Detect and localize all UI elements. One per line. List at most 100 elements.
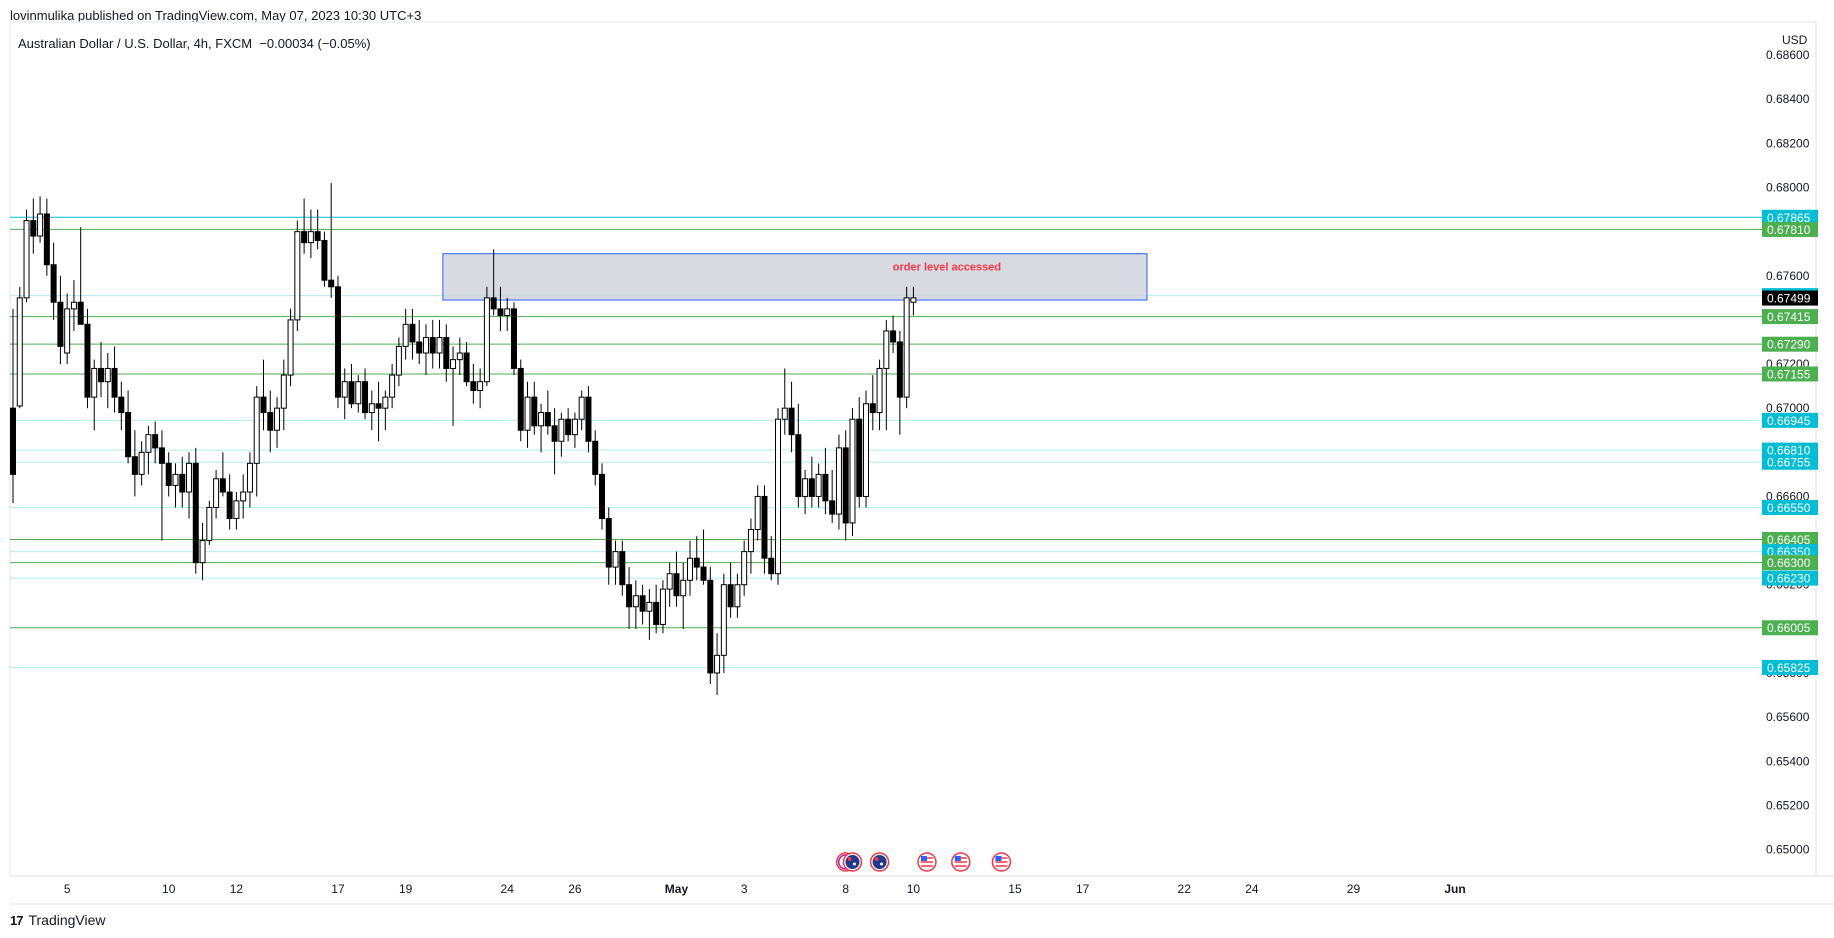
candle-body: [808, 478, 815, 497]
price-tag-text: 0.66230: [1767, 572, 1811, 586]
price-tag-text: 0.66005: [1767, 621, 1811, 635]
candle-body: [186, 462, 193, 493]
price-tag-bg: [1762, 336, 1818, 352]
candle-body: [856, 418, 863, 497]
au-flag-icon[interactable]: [842, 852, 863, 872]
candle: [321, 231, 328, 287]
candle-body: [355, 381, 362, 405]
publisher-line: lovinmulika published on TradingView.com…: [10, 8, 422, 23]
candle: [761, 485, 768, 574]
candle-body: [334, 286, 341, 398]
brand-name: TradingView: [28, 912, 106, 928]
candle: [470, 364, 477, 404]
candle: [131, 430, 138, 497]
candle: [77, 227, 84, 325]
price-tag: 0.66230: [1762, 570, 1818, 586]
price-tick-label: 0.65400: [1766, 754, 1810, 768]
candle-body: [341, 381, 348, 398]
candle-body: [280, 374, 287, 409]
us-flag-icon[interactable]: [917, 852, 937, 872]
event-icons[interactable]: [835, 852, 1012, 872]
candle: [91, 359, 98, 431]
candle-body: [98, 367, 105, 383]
candle: [98, 341, 105, 398]
candle: [747, 518, 754, 574]
candle: [524, 381, 531, 448]
time-tick-label: 24: [501, 882, 515, 896]
price-tag: 0.67290: [1762, 336, 1818, 352]
candle: [409, 308, 416, 360]
price-tag-text: 0.67810: [1767, 223, 1811, 237]
candle-body: [483, 297, 490, 383]
price-tag-bg: [1762, 499, 1818, 515]
candle: [368, 390, 375, 431]
candle: [632, 580, 639, 629]
candle: [463, 341, 470, 387]
candle-body: [571, 418, 578, 436]
candle-body: [131, 456, 138, 475]
us-flag-icon[interactable]: [951, 852, 971, 872]
candle-body: [585, 396, 592, 442]
candle: [436, 319, 443, 369]
candle: [158, 430, 165, 541]
order-zone-label: order level accessed: [893, 262, 1001, 274]
candle-body: [64, 308, 71, 354]
candle: [869, 375, 876, 431]
au-flag-icon[interactable]: [869, 852, 890, 872]
candle: [57, 275, 64, 365]
price-tag-bg: [1762, 570, 1818, 586]
candle-body: [104, 367, 111, 383]
price-tick-label: 0.67600: [1766, 269, 1810, 283]
candle: [890, 315, 897, 354]
price-tag: 0.67155: [1762, 366, 1818, 382]
candle-body: [165, 462, 172, 486]
candle: [700, 529, 707, 585]
candle: [815, 463, 822, 508]
price-tag: 0.66945: [1762, 412, 1818, 428]
time-tick-label: 5: [64, 882, 71, 896]
candle-body: [578, 396, 585, 420]
price-tick-label: 0.65000: [1766, 843, 1810, 857]
candle-body: [673, 573, 680, 597]
price-tag: 0.66550: [1762, 499, 1818, 515]
candle: [598, 463, 605, 530]
candle-body: [869, 403, 876, 414]
candle-body: [240, 491, 247, 502]
candle: [165, 452, 172, 497]
candle: [328, 183, 335, 298]
price-tick-label: 0.67000: [1766, 401, 1810, 415]
candle-body: [77, 301, 84, 325]
candle: [443, 324, 450, 382]
candle-body: [301, 231, 308, 244]
candle: [619, 540, 626, 596]
candle-body: [619, 551, 626, 586]
us-flag-icon[interactable]: [991, 852, 1012, 872]
order-zone-box[interactable]: [442, 253, 1148, 301]
candle-body: [639, 595, 646, 612]
candle-body: [219, 478, 226, 493]
candle-body: [274, 407, 281, 431]
footer: 17 TradingView: [10, 912, 106, 928]
candle: [172, 463, 179, 508]
candle: [808, 456, 815, 508]
candle-body: [382, 396, 389, 409]
price-tick-label: 0.65200: [1766, 798, 1810, 812]
candle: [253, 386, 260, 497]
candle: [734, 573, 741, 618]
candle-body: [626, 584, 633, 608]
candle: [626, 567, 633, 629]
price-tag: 0.66810: [1762, 442, 1818, 458]
candle-body: [463, 352, 470, 383]
candle-body: [260, 396, 267, 414]
candle: [903, 286, 910, 409]
candle-body: [118, 396, 125, 414]
candle-body: [707, 579, 714, 674]
candle: [50, 242, 57, 320]
candle-body: [829, 500, 836, 515]
candle-body: [307, 231, 314, 244]
time-axis[interactable]: 5 10 12 17 19 24 26 May 3 8 10 15 17 22 24 29 Jun: [64, 882, 1466, 896]
order-zone[interactable]: order level accessed: [442, 253, 1148, 301]
candle-body: [605, 518, 612, 568]
price-tag-text: 0.67865: [1767, 211, 1811, 225]
